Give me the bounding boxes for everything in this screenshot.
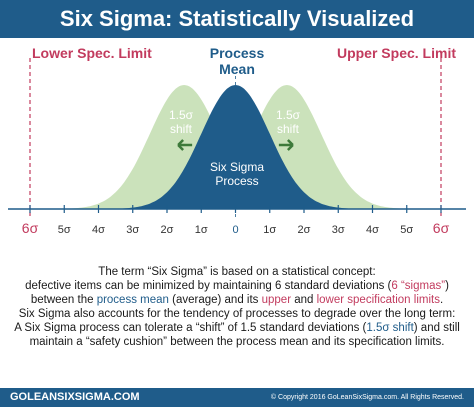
shifted-curve-left	[30, 85, 441, 209]
text-highlight: 6 “sigmas”	[391, 280, 446, 292]
text-span: .	[439, 294, 444, 306]
paragraph-concept: The term “Six Sigma” is based on a stati…	[0, 265, 474, 307]
text-span: defective items can be minimized by main…	[25, 280, 392, 292]
shift-right-label: 1.5σ shift	[275, 108, 301, 136]
goleansixsigma-logo: GOLEANSIXSIGMA.COM	[10, 391, 140, 403]
six-sigma-process-label: Six Sigma Process	[209, 160, 265, 188]
lower-spec-limit-label: Lower Spec. Limit	[32, 45, 152, 61]
x-tick-label: 1σ	[263, 224, 276, 236]
x-tick-label: 6σ	[22, 220, 39, 236]
text-span: maintain a “safety cushion” between the …	[29, 336, 445, 348]
page-title: Six Sigma: Statistically Visualized	[0, 0, 474, 38]
text-highlight: process mean	[96, 294, 169, 306]
x-tick-label: 4σ	[92, 224, 105, 236]
x-tick-label: 5σ	[58, 224, 71, 236]
paragraph-shift: Six Sigma also accounts for the tendency…	[0, 307, 474, 349]
text-highlight: 1.5σ shift	[366, 322, 414, 334]
six-sigma-process-curve	[30, 85, 441, 209]
text-span: (average) and its	[168, 294, 262, 306]
text-span: between the	[30, 294, 97, 306]
text-highlight: upper	[261, 294, 292, 306]
chart-area: 6σ 5σ 4σ 3σ 2σ 1σ 0 1σ 2σ 3σ 4σ 5σ 6σ Lower Spec. Li…	[0, 38, 474, 265]
x-tick-label: 5σ	[400, 224, 413, 236]
explanation-text: The term “Six Sigma” is based on a stati…	[0, 265, 474, 390]
x-tick-label: 2σ	[161, 224, 174, 236]
text-span: ) and still	[413, 322, 460, 334]
shifted-curve-right	[30, 85, 441, 209]
x-tick-label: 3σ	[332, 224, 345, 236]
x-tick-label: 2σ	[298, 224, 311, 236]
text-highlight: lower specification limits	[316, 294, 440, 306]
chart-svg: 6σ 5σ 4σ 3σ 2σ 1σ 0 1σ 2σ 3σ 4σ 5σ 6σ	[8, 58, 466, 236]
text-span: A Six Sigma process can tolerate a “shif…	[14, 322, 367, 334]
text-span: and	[291, 294, 317, 306]
shift-right-arrow-icon	[278, 139, 294, 151]
x-tick-label: 3σ	[126, 224, 139, 236]
footer: GOLEANSIXSIGMA.COM © Copyright 2016 GoLe…	[0, 388, 474, 407]
upper-spec-limit-label: Upper Spec. Limit	[336, 45, 456, 61]
process-mean-label: Process Mean	[209, 45, 265, 77]
text-span: )	[445, 280, 449, 292]
x-tick-label: 4σ	[366, 224, 379, 236]
text-span: Six Sigma also accounts for the tendency…	[18, 308, 456, 320]
x-tick-label: 0	[232, 224, 238, 236]
shift-left-arrow-icon	[177, 139, 193, 151]
x-tick-label: 6σ	[433, 220, 450, 236]
copyright-text: © Copyright 2016 GoLeanSixSigma.com. All…	[270, 394, 464, 401]
shift-left-label: 1.5σ shift	[168, 108, 194, 136]
x-tick-label: 1σ	[195, 224, 208, 236]
text-span: The term “Six Sigma” is based on a stati…	[98, 266, 376, 278]
